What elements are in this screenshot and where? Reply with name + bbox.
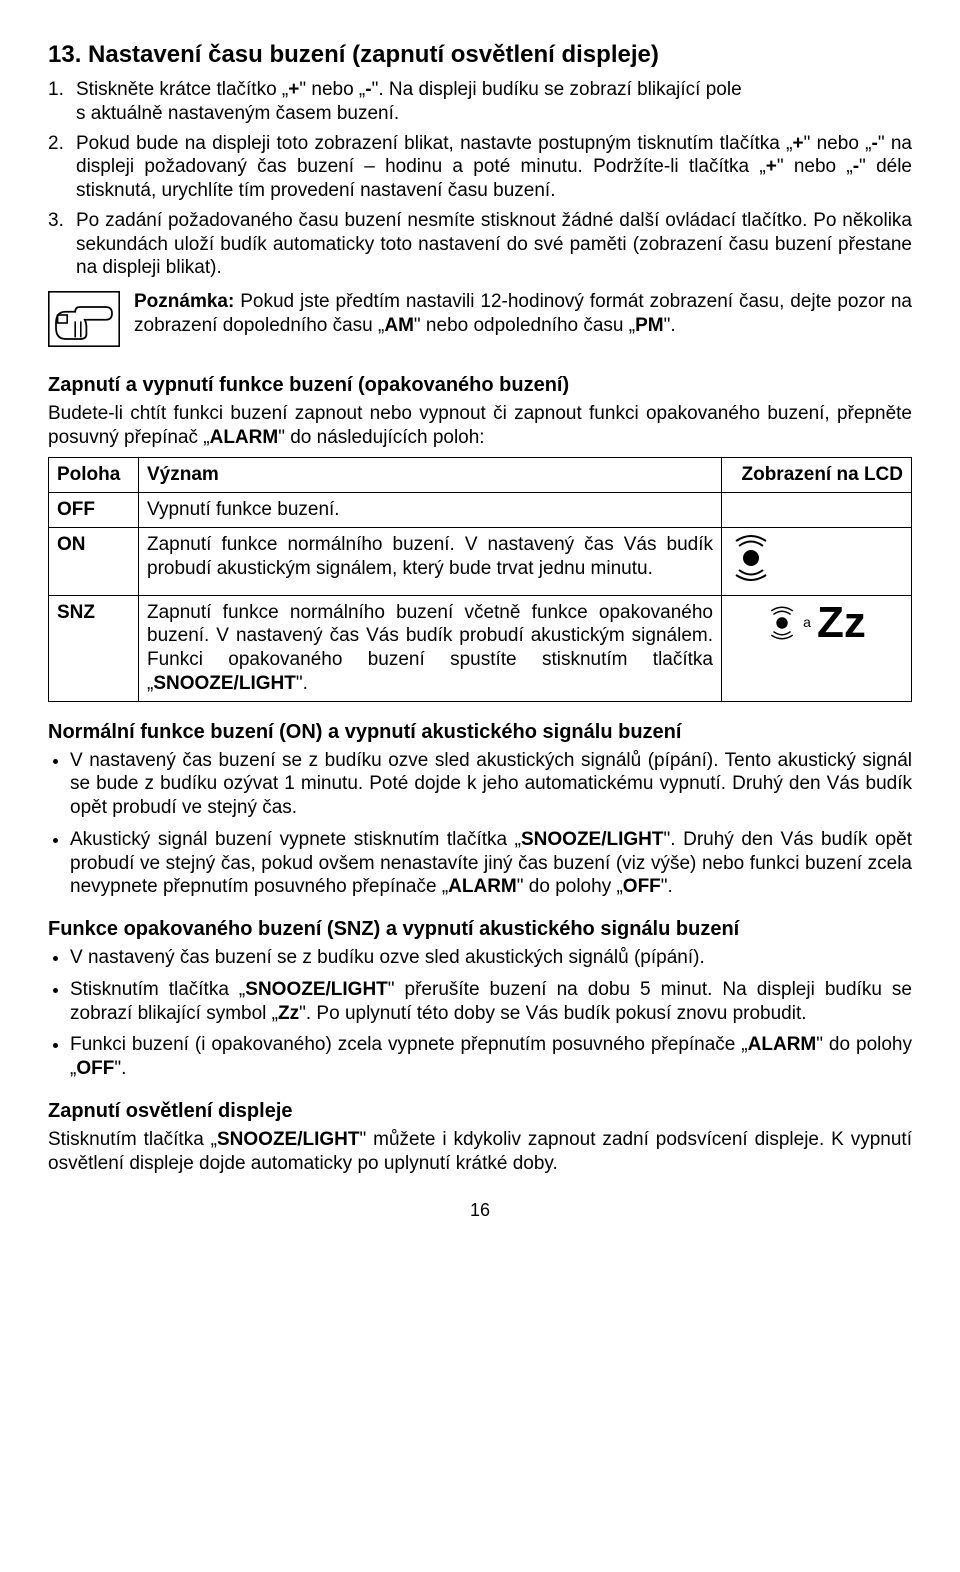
snooze-label: SNOOZE/LIGHT bbox=[245, 979, 388, 1000]
table-row: SNZ Zapnutí funkce normálního buzení vče… bbox=[49, 595, 912, 701]
list-number: 2. bbox=[48, 132, 76, 203]
list-item: V nastavený čas buzení se z budíku ozve … bbox=[70, 946, 912, 970]
text: ". Po uplynutí této doby se Vás budík po… bbox=[299, 1003, 806, 1024]
note-label: Poznámka: bbox=[134, 291, 234, 312]
note-text: Poznámka: Pokud jste předtím nastavili 1… bbox=[134, 290, 912, 338]
text: Akustický signál buzení vypnete stisknut… bbox=[70, 829, 521, 850]
text: ". bbox=[114, 1058, 126, 1079]
lcd-cell bbox=[722, 527, 912, 595]
page-number: 16 bbox=[48, 1199, 912, 1222]
pm-label: PM bbox=[635, 315, 664, 336]
section-heading: 13. Nastavení času buzení (zapnutí osvět… bbox=[48, 40, 912, 70]
text: ". bbox=[296, 673, 308, 694]
alarm-modes-table: Poloha Význam Zobrazení na LCD OFF Vypnu… bbox=[48, 457, 912, 701]
list-number: 1. bbox=[48, 78, 76, 126]
alarm-icon bbox=[730, 533, 772, 583]
lcd-cell: a Zz bbox=[722, 595, 912, 701]
text: " do polohy „ bbox=[517, 876, 623, 897]
bullet-list: V nastavený čas buzení se z budíku ozve … bbox=[48, 749, 912, 900]
text: s aktuálně nastaveným časem buzení. bbox=[76, 103, 399, 124]
zz-label: Zz bbox=[278, 1003, 299, 1024]
text: " nebo „ bbox=[777, 156, 853, 177]
table-row: OFF Vypnutí funkce buzení. bbox=[49, 493, 912, 528]
off-label: OFF bbox=[623, 876, 661, 897]
note-block: Poznámka: Pokud jste předtím nastavili 1… bbox=[48, 290, 912, 355]
subsection-heading: Zapnutí a vypnutí funkce buzení (opakova… bbox=[48, 373, 912, 398]
alarm-icon bbox=[767, 602, 797, 644]
alarm-label: ALARM bbox=[448, 876, 517, 897]
mode-cell: SNZ bbox=[49, 595, 139, 701]
text: Stisknutím tlačítka „ bbox=[48, 1129, 217, 1150]
snooze-label: SNOOZE/LIGHT bbox=[153, 673, 296, 694]
paragraph: Budete-li chtít funkci buzení zapnout ne… bbox=[48, 402, 912, 450]
table-header: Poloha bbox=[49, 458, 139, 493]
lcd-cell bbox=[722, 493, 912, 528]
off-label: OFF bbox=[76, 1058, 114, 1079]
text: ". bbox=[661, 876, 673, 897]
text: ". Na displeji budíku se zobrazí blikají… bbox=[372, 79, 742, 100]
snooze-label: SNOOZE/LIGHT bbox=[521, 829, 664, 850]
alarm-label: ALARM bbox=[210, 427, 279, 448]
desc-cell: Zapnutí funkce normálního buzení včetně … bbox=[139, 595, 722, 701]
table-header: Zobrazení na LCD bbox=[722, 458, 912, 493]
subsection-heading: Funkce opakovaného buzení (SNZ) a vypnut… bbox=[48, 917, 912, 942]
text: a bbox=[803, 614, 811, 632]
list-text: Po zadání požadovaného času buzení nesmí… bbox=[76, 209, 912, 280]
text: Stisknutím tlačítka „ bbox=[70, 979, 245, 1000]
plus-key: + bbox=[288, 79, 299, 100]
text: ". bbox=[664, 315, 676, 336]
text: Pokud bude na displeji toto zobrazení bl… bbox=[76, 133, 792, 154]
list-item: Akustický signál buzení vypnete stisknut… bbox=[70, 828, 912, 899]
am-label: AM bbox=[384, 315, 414, 336]
text: Stiskněte krátce tlačítko „ bbox=[76, 79, 288, 100]
list-item: Stisknutím tlačítka „SNOOZE/LIGHT" přeru… bbox=[70, 978, 912, 1026]
alarm-label: ALARM bbox=[748, 1034, 817, 1055]
plus-key: + bbox=[792, 133, 803, 154]
text: " nebo „ bbox=[299, 79, 365, 100]
plus-key: + bbox=[766, 156, 777, 177]
mode-cell: OFF bbox=[49, 493, 139, 528]
pointing-hand-icon bbox=[48, 290, 120, 355]
list-item: 2. Pokud bude na displeji toto zobrazení… bbox=[48, 132, 912, 203]
zz-symbol: Zz bbox=[817, 601, 866, 645]
text: " nebo „ bbox=[804, 133, 872, 154]
paragraph: Stisknutím tlačítka „SNOOZE/LIGHT" můžet… bbox=[48, 1128, 912, 1176]
text: Funkci buzení (i opakovaného) zcela vypn… bbox=[70, 1034, 748, 1055]
bullet-list: V nastavený čas buzení se z budíku ozve … bbox=[48, 946, 912, 1081]
subsection-heading: Normální funkce buzení (ON) a vypnutí ak… bbox=[48, 720, 912, 745]
desc-cell: Vypnutí funkce buzení. bbox=[139, 493, 722, 528]
list-item: 3. Po zadání požadovaného času buzení ne… bbox=[48, 209, 912, 280]
snooze-label: SNOOZE/LIGHT bbox=[217, 1129, 360, 1150]
text: " do následujících poloh: bbox=[278, 427, 484, 448]
table-header-row: Poloha Význam Zobrazení na LCD bbox=[49, 458, 912, 493]
list-item: 1. Stiskněte krátce tlačítko „+" nebo „-… bbox=[48, 78, 912, 126]
table-row: ON Zapnutí funkce normálního buzení. V n… bbox=[49, 527, 912, 595]
text: " nebo odpoledního času „ bbox=[414, 315, 635, 336]
list-item: Funkci buzení (i opakovaného) zcela vypn… bbox=[70, 1033, 912, 1081]
list-text: Stiskněte krátce tlačítko „+" nebo „-". … bbox=[76, 78, 912, 126]
list-item: V nastavený čas buzení se z budíku ozve … bbox=[70, 749, 912, 820]
mode-cell: ON bbox=[49, 527, 139, 595]
list-text: Pokud bude na displeji toto zobrazení bl… bbox=[76, 132, 912, 203]
subsection-heading: Zapnutí osvětlení displeje bbox=[48, 1099, 912, 1124]
list-number: 3. bbox=[48, 209, 76, 280]
desc-cell: Zapnutí funkce normálního buzení. V nast… bbox=[139, 527, 722, 595]
table-header: Význam bbox=[139, 458, 722, 493]
